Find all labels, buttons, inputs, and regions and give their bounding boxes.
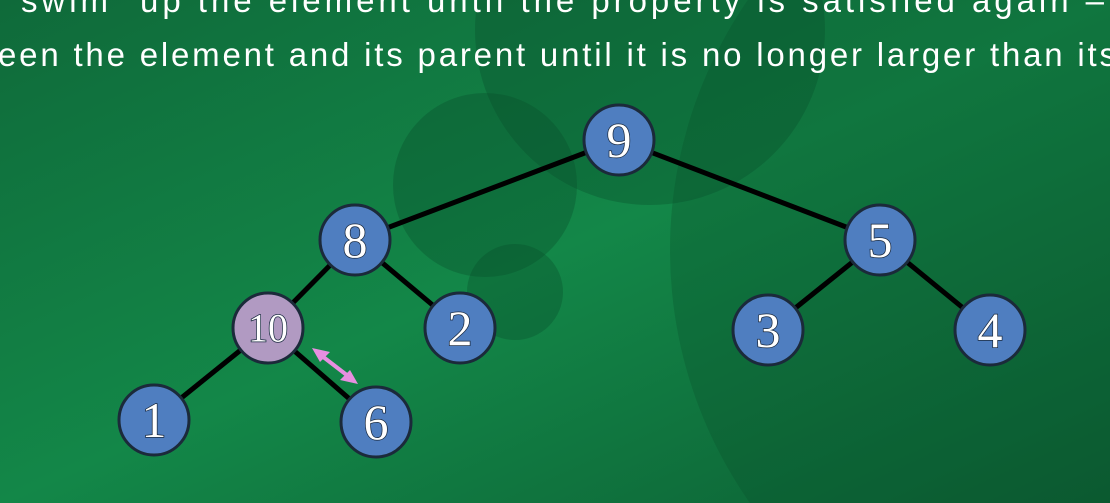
node [117,383,191,457]
node [731,293,805,367]
node-label: 10 [248,306,288,351]
node [423,291,497,365]
node [582,103,656,177]
swap-arrow [312,348,358,384]
decor-circle [475,0,825,205]
node [318,203,392,277]
node [843,203,917,277]
node-label: 4 [978,302,1003,358]
node-label: 3 [756,302,781,358]
nodes: 9 8 5 10 2 3 4 1 6 [117,103,1027,459]
node-label: 8 [343,212,368,268]
node-label: 6 [364,394,389,450]
edge [354,137,620,243]
node-highlighted [231,291,305,365]
arrow-head [312,348,330,362]
node-label: 2 [448,300,473,356]
node-label: 1 [142,392,167,448]
arrow-head [340,370,358,384]
header-line: “swim” up the element until the property… [6,0,1105,19]
header-line: een the element and its parent until it … [0,36,1110,73]
edge [618,137,881,243]
node [339,385,413,459]
node [953,293,1027,367]
arrow-shaft [320,354,350,378]
node-label: 5 [868,212,893,268]
decor-circle [393,93,577,277]
node-label: 9 [607,112,632,168]
